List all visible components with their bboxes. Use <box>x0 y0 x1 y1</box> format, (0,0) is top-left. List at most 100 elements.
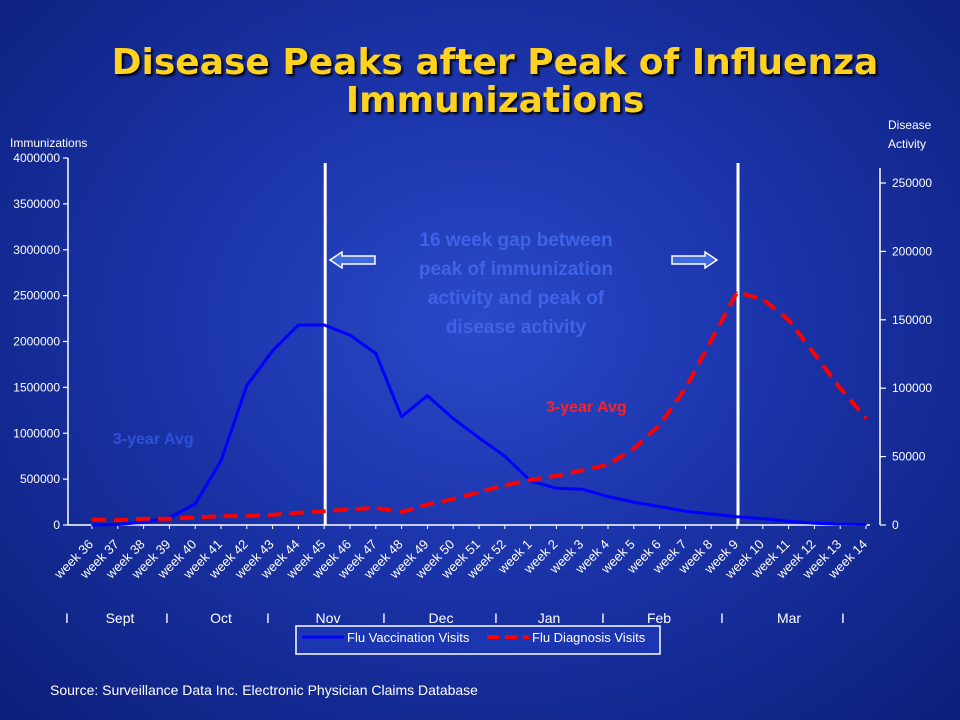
slide-title: Disease Peaks after Peak of Influenza Im… <box>0 44 960 120</box>
diagnosis-point <box>400 511 403 513</box>
diagnosis-point <box>813 353 816 355</box>
month-label: Feb <box>647 610 671 626</box>
arrow-right-icon <box>671 250 719 270</box>
diagnosis-point <box>349 508 351 511</box>
vaccination-series-line <box>91 323 867 527</box>
vaccination-point <box>813 522 816 524</box>
vaccination-point <box>452 417 455 420</box>
title-line-2: Immunizations <box>345 80 645 121</box>
vaccination-point <box>194 503 196 505</box>
y-tick-label: 3000000 <box>13 243 60 257</box>
diagnosis-point <box>194 516 196 519</box>
gap-annotation-line: disease activity <box>446 317 587 338</box>
vaccination-point <box>220 460 222 462</box>
peak-markers <box>323 163 740 525</box>
month-label: I <box>601 610 605 626</box>
legend-label-vaccination: Flu Vaccination Visits <box>347 630 470 645</box>
month-label: Dec <box>429 610 454 626</box>
diagnosis-point <box>658 424 661 426</box>
diagnosis-point <box>684 387 687 390</box>
diagnosis-point <box>91 518 93 521</box>
vaccination-point <box>839 523 841 525</box>
diagnosis-point <box>271 513 274 516</box>
vaccination-point <box>375 352 377 355</box>
month-label: I <box>494 610 498 626</box>
month-label: I <box>266 610 270 626</box>
diagnosis-point <box>142 518 145 520</box>
vaccination-point <box>91 524 93 526</box>
diagnosis-point <box>168 518 171 520</box>
diagnosis-point <box>478 491 480 494</box>
vaccination-point <box>478 437 480 439</box>
legend-label-diagnosis: Flu Diagnosis Visits <box>532 630 646 645</box>
vaccination-point <box>710 513 712 515</box>
diagnosis-point <box>839 387 841 390</box>
vaccination-point <box>607 495 609 498</box>
diagnosis-avg-label: 3-year Avg <box>546 399 627 416</box>
y2-tick-label: 50000 <box>892 450 926 464</box>
y2-tick-label: 150000 <box>892 313 932 327</box>
y-tick-label: 1500000 <box>13 380 60 394</box>
month-label: Mar <box>777 610 801 626</box>
y-tick-label: 1000000 <box>13 426 60 440</box>
diagnosis-point <box>117 519 119 521</box>
y-tick-label: 4000000 <box>13 151 60 165</box>
source-note: Source: Surveillance Data Inc. Electroni… <box>50 682 478 698</box>
legend-box <box>295 625 661 655</box>
month-label: I <box>65 610 69 626</box>
vaccination-point <box>658 505 661 508</box>
diagnosis-point <box>323 510 326 513</box>
vaccination-point <box>684 510 687 512</box>
y2-tick-label: 200000 <box>892 244 932 258</box>
vaccination-point <box>633 501 635 503</box>
vaccination-avg-label: 3-year Avg <box>113 431 194 448</box>
vaccination-point <box>581 488 583 491</box>
diagnosis-point <box>762 298 764 301</box>
diagnosis-point <box>426 503 429 506</box>
diagnosis-point <box>297 511 300 514</box>
arrow-left-icon <box>328 250 376 270</box>
gap-annotation-line: peak of immunization <box>419 259 613 280</box>
gap-annotation-line: activity and peak of <box>428 288 605 309</box>
y2-tick-label: 0 <box>892 518 899 532</box>
diagnosis-point <box>555 475 558 477</box>
diagnosis-point <box>529 479 532 481</box>
y-tick-label: 2500000 <box>13 289 60 303</box>
vaccination-point <box>426 394 429 397</box>
vaccination-point <box>736 515 738 518</box>
vaccination-point <box>117 523 119 526</box>
month-label: Oct <box>210 610 232 626</box>
diagnosis-point <box>375 507 377 509</box>
month-label: I <box>165 610 169 626</box>
y-axis-label: Immunizations <box>10 136 87 150</box>
vaccination-point <box>865 523 867 526</box>
month-label: I <box>382 610 386 626</box>
diagnosis-point <box>736 291 738 294</box>
vaccination-point <box>555 487 558 490</box>
month-label: Nov <box>316 610 341 626</box>
vaccination-point <box>400 415 403 418</box>
vaccination-point <box>297 324 300 326</box>
gap-annotation-line: 16 week gap between <box>419 230 612 251</box>
axes: 0500000100000015000002000000250000030000… <box>10 118 932 626</box>
diagnosis-point <box>581 469 583 472</box>
vaccination-point <box>246 384 248 387</box>
vaccination-point <box>349 334 351 336</box>
diagnosis-point <box>787 319 790 321</box>
y-tick-label: 500000 <box>20 472 60 486</box>
series <box>91 290 868 527</box>
month-label: Sept <box>106 610 135 626</box>
y-tick-label: 3500000 <box>13 197 60 211</box>
y2-axis-label-line1: Disease <box>888 118 932 132</box>
vaccination-point <box>787 520 790 523</box>
diagnosis-point <box>452 498 455 500</box>
legend: Flu Vaccination Visits Flu Diagnosis Visi… <box>295 625 661 655</box>
vaccination-point <box>762 517 764 520</box>
y2-axis-label-line2: Activity <box>888 137 926 151</box>
vaccination-point <box>323 324 326 326</box>
vaccination-point <box>504 455 506 458</box>
month-label: Jan <box>538 610 561 626</box>
vaccination-point <box>271 349 274 352</box>
month-label: I <box>720 610 724 626</box>
